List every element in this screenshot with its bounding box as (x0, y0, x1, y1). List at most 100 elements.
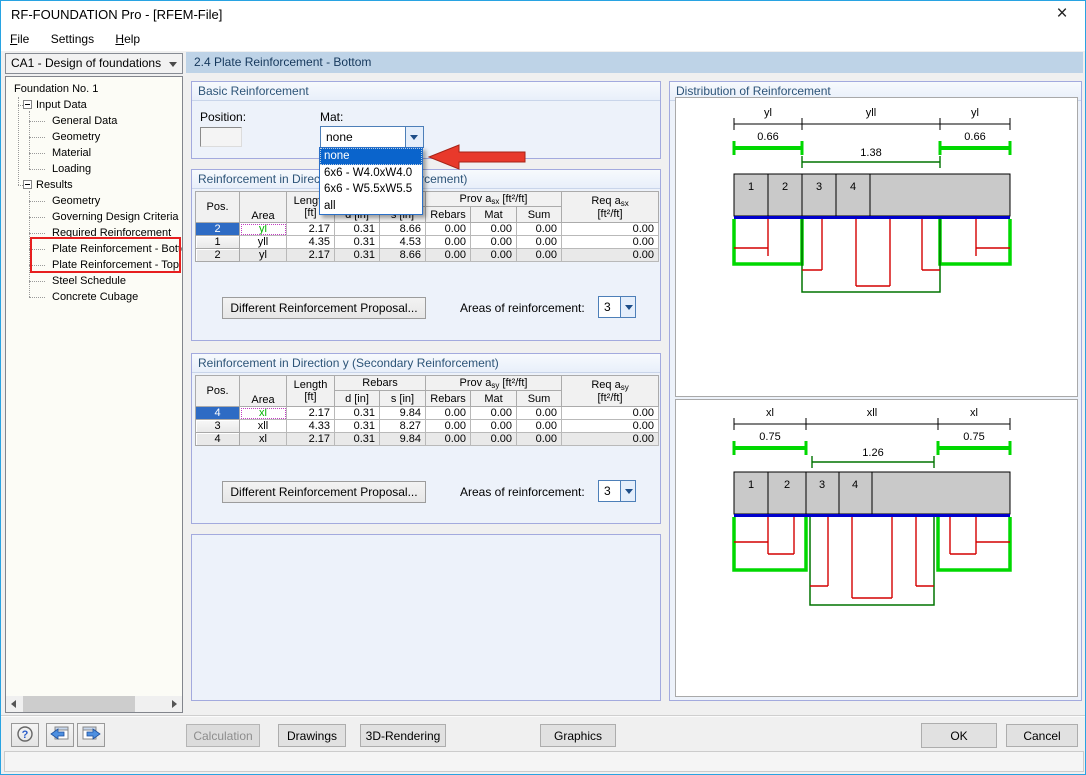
area-cell[interactable]: xl (239, 432, 287, 446)
areas-of-reinforcement-select[interactable]: 3 (598, 296, 636, 318)
tree-item-label: Material (52, 147, 92, 159)
cell-label: 2 (782, 181, 788, 193)
pos-cell[interactable]: 4 (195, 432, 240, 446)
help-button[interactable]: ? (11, 723, 39, 747)
tree-item-label: Plate Reinforcement - Bottom (52, 243, 183, 255)
tree-guide (29, 265, 45, 266)
d-cell[interactable]: 0.31 (334, 248, 380, 262)
area-cell[interactable]: yl (239, 248, 287, 262)
close-icon[interactable]: × (1056, 3, 1068, 24)
cell-label: 4 (850, 181, 856, 193)
tree-item-material[interactable]: Material (29, 145, 92, 161)
pos-cell[interactable]: 4 (195, 406, 240, 420)
next-window-button[interactable] (77, 723, 105, 747)
group-title: Reinforcement in Direction x (Main Reinf… (192, 170, 660, 189)
table-row[interactable]: 2 yl 2.17 0.31 8.66 0.00 0.00 0.00 0.00 (195, 248, 659, 262)
tree-item-concrete-cubage[interactable]: Concrete Cubage (29, 289, 138, 305)
d-cell[interactable]: 0.31 (334, 235, 380, 249)
menu-help[interactable]: Help (106, 29, 149, 51)
menu-settings[interactable]: Settings (42, 29, 103, 51)
d-cell[interactable]: 0.31 (334, 222, 380, 236)
s-cell[interactable]: 9.84 (379, 406, 426, 420)
tree-horizontal-scrollbar[interactable] (6, 696, 182, 712)
table-row[interactable]: 2 yl 2.17 0.31 8.66 0.00 0.00 0.00 0.00 (195, 222, 659, 236)
s-cell[interactable]: 8.66 (379, 248, 426, 262)
previous-window-button[interactable] (46, 723, 74, 747)
length-cell[interactable]: 4.35 (286, 235, 335, 249)
areas-of-reinforcement-label: Areas of reinforcement: (460, 301, 585, 315)
table-row[interactable]: 3 xll 4.33 0.31 8.27 0.00 0.00 0.00 0.00 (195, 419, 659, 433)
tree-item-geometry-input[interactable]: Geometry (29, 129, 100, 145)
length-cell[interactable]: 2.17 (286, 406, 335, 420)
drawings-button[interactable]: Drawings (278, 724, 346, 747)
pos-cell[interactable]: 2 (195, 222, 240, 236)
tree-guide (29, 169, 45, 170)
3d-rendering-button[interactable]: 3D-Rendering (360, 724, 446, 747)
scroll-right-icon[interactable] (166, 696, 182, 712)
chevron-down-icon[interactable] (620, 297, 635, 317)
chevron-down-icon[interactable] (405, 127, 423, 147)
area-cell[interactable]: xl (239, 406, 287, 420)
tree-item-input-data[interactable]: Input Data (23, 97, 87, 113)
tree-item-results[interactable]: Results (23, 177, 73, 193)
different-reinforcement-proposal-button[interactable]: Different Reinforcement Proposal... (222, 297, 426, 319)
reinforcement-y-group: Reinforcement in Direction y (Secondary … (191, 353, 661, 524)
length-cell[interactable]: 2.17 (286, 432, 335, 446)
d-cell[interactable]: 0.31 (334, 432, 380, 446)
mat-option-w4[interactable]: 6x6 - W4.0xW4.0 (324, 166, 413, 179)
areas-of-reinforcement-select[interactable]: 3 (598, 480, 636, 502)
table-row[interactable]: 4 xl 2.17 0.31 9.84 0.00 0.00 0.00 0.00 (195, 432, 659, 446)
d-cell[interactable]: 0.31 (334, 406, 380, 420)
menu-file[interactable]: File (1, 29, 38, 51)
tree-item-governing-design-criteria[interactable]: Governing Design Criteria (29, 209, 179, 225)
s-cell[interactable]: 8.27 (379, 419, 426, 433)
tree-item-label: Steel Schedule (52, 275, 126, 287)
table-row[interactable]: 4 xl 2.17 0.31 9.84 0.00 0.00 0.00 0.00 (195, 406, 659, 420)
tree-item-required-reinforcement[interactable]: Required Reinforcement (29, 225, 171, 241)
scroll-left-icon[interactable] (6, 696, 22, 712)
graphics-button[interactable]: Graphics (540, 724, 616, 747)
tree-item-general-data[interactable]: General Data (29, 113, 117, 129)
ok-button[interactable]: OK (921, 723, 997, 748)
prov-rebars-cell: 0.00 (425, 406, 471, 420)
length-cell[interactable]: 4.33 (286, 419, 335, 433)
mat-option-all[interactable]: all (324, 199, 336, 212)
tree-item-plate-reinforcement-top[interactable]: Plate Reinforcement - Top (29, 257, 179, 273)
scrollbar-thumb[interactable] (23, 696, 135, 712)
table-row[interactable]: 1 yll 4.35 0.31 4.53 0.00 0.00 0.00 0.00 (195, 235, 659, 249)
mat-option-w5[interactable]: 6x6 - W5.5xW5.5 (324, 183, 413, 195)
mat-option-none[interactable]: none (320, 148, 422, 165)
tree-item-plate-reinforcement-bottom[interactable]: Plate Reinforcement - Bottom (29, 241, 183, 257)
tree-item-geometry-results[interactable]: Geometry (29, 193, 100, 209)
collapse-icon[interactable] (23, 100, 32, 109)
s-cell[interactable]: 8.66 (379, 222, 426, 236)
length-cell[interactable]: 2.17 (286, 248, 335, 262)
area-cell[interactable]: yll (239, 235, 287, 249)
tree-item-foundation[interactable]: Foundation No. 1 (14, 81, 98, 97)
pos-cell[interactable]: 1 (195, 235, 240, 249)
pos-cell[interactable]: 2 (195, 248, 240, 262)
length-cell[interactable]: 2.17 (286, 222, 335, 236)
s-cell[interactable]: 9.84 (379, 432, 426, 446)
col-length: Length [ft] (286, 375, 335, 407)
area-cell[interactable]: yl (239, 222, 287, 236)
title-bar: RF-FOUNDATION Pro - [RFEM-File] × (1, 1, 1085, 29)
mat-select[interactable]: none (320, 126, 424, 148)
d-cell[interactable]: 0.31 (334, 419, 380, 433)
tree-item-label: Foundation No. 1 (14, 83, 99, 95)
area-cell[interactable]: xll (239, 419, 287, 433)
group-title: Reinforcement in Direction y (Secondary … (192, 354, 660, 373)
col-prov-mat: Mat (470, 206, 517, 223)
cancel-button[interactable]: Cancel (1006, 724, 1078, 747)
req-cell: 0.00 (561, 406, 659, 420)
pos-cell[interactable]: 3 (195, 419, 240, 433)
tree-item-loading[interactable]: Loading (29, 161, 91, 177)
collapse-icon[interactable] (23, 180, 32, 189)
chevron-down-icon[interactable] (620, 481, 635, 501)
s-cell[interactable]: 4.53 (379, 235, 426, 249)
design-case-select[interactable]: CA1 - Design of foundations (5, 53, 183, 74)
tree-item-steel-schedule[interactable]: Steel Schedule (29, 273, 126, 289)
position-input[interactable] (200, 127, 242, 147)
different-reinforcement-proposal-button[interactable]: Different Reinforcement Proposal... (222, 481, 426, 503)
prov-sum-cell: 0.00 (515, 419, 563, 433)
